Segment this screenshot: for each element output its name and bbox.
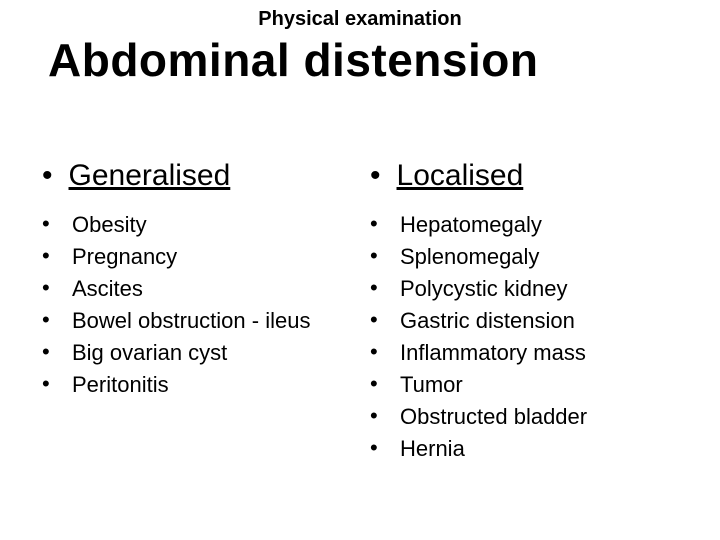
list-item-text: Ascites: [72, 275, 143, 303]
bullet-icon: •: [42, 275, 52, 301]
bullet-icon: •: [42, 161, 53, 191]
column-right: • Localised • Hepatomegaly • Splenomegal…: [362, 159, 690, 467]
column-left-header-label: Generalised: [69, 159, 231, 193]
column-left: • Generalised • Obesity • Pregnancy • As…: [42, 159, 362, 467]
column-left-header: • Generalised: [42, 159, 362, 193]
list-item-text: Bowel obstruction - ileus: [72, 307, 310, 335]
list-item-text: Obstructed bladder: [400, 403, 587, 431]
bullet-icon: •: [370, 307, 380, 333]
list-item: • Ascites: [42, 275, 362, 303]
bullet-icon: •: [370, 161, 381, 191]
list-item-text: Obesity: [72, 211, 147, 239]
list-item: • Obesity: [42, 211, 362, 239]
list-item: • Hepatomegaly: [370, 211, 690, 239]
list-item-text: Big ovarian cyst: [72, 339, 227, 367]
list-item-text: Pregnancy: [72, 243, 177, 271]
list-item-text: Tumor: [400, 371, 463, 399]
list-item-text: Hernia: [400, 435, 465, 463]
bullet-icon: •: [370, 243, 380, 269]
list-item: • Big ovarian cyst: [42, 339, 362, 367]
bullet-icon: •: [42, 211, 52, 237]
bullet-icon: •: [42, 339, 52, 365]
list-item: • Polycystic kidney: [370, 275, 690, 303]
list-item-text: Inflammatory mass: [400, 339, 586, 367]
bullet-icon: •: [370, 435, 380, 461]
bullet-icon: •: [370, 211, 380, 237]
list-item: • Gastric distension: [370, 307, 690, 335]
list-item: • Peritonitis: [42, 371, 362, 399]
main-title: Abdominal distension: [0, 33, 720, 87]
list-item-text: Peritonitis: [72, 371, 169, 399]
list-item-text: Polycystic kidney: [400, 275, 568, 303]
list-item-text: Gastric distension: [400, 307, 575, 335]
list-item: • Pregnancy: [42, 243, 362, 271]
list-item: • Splenomegaly: [370, 243, 690, 271]
supertitle: Physical examination: [0, 8, 720, 31]
bullet-icon: •: [370, 403, 380, 429]
list-item: • Obstructed bladder: [370, 403, 690, 431]
list-item: • Tumor: [370, 371, 690, 399]
bullet-icon: •: [42, 243, 52, 269]
column-right-items: • Hepatomegaly • Splenomegaly • Polycyst…: [370, 211, 690, 463]
column-right-header-label: Localised: [397, 159, 524, 193]
list-item: • Inflammatory mass: [370, 339, 690, 367]
bullet-icon: •: [42, 307, 52, 333]
columns-container: • Generalised • Obesity • Pregnancy • As…: [0, 159, 720, 467]
bullet-icon: •: [42, 371, 52, 397]
list-item: • Bowel obstruction - ileus: [42, 307, 362, 335]
bullet-icon: •: [370, 339, 380, 365]
list-item-text: Hepatomegaly: [400, 211, 542, 239]
list-item: • Hernia: [370, 435, 690, 463]
bullet-icon: •: [370, 371, 380, 397]
column-right-header: • Localised: [370, 159, 690, 193]
bullet-icon: •: [370, 275, 380, 301]
column-left-items: • Obesity • Pregnancy • Ascites • Bowel …: [42, 211, 362, 399]
list-item-text: Splenomegaly: [400, 243, 539, 271]
